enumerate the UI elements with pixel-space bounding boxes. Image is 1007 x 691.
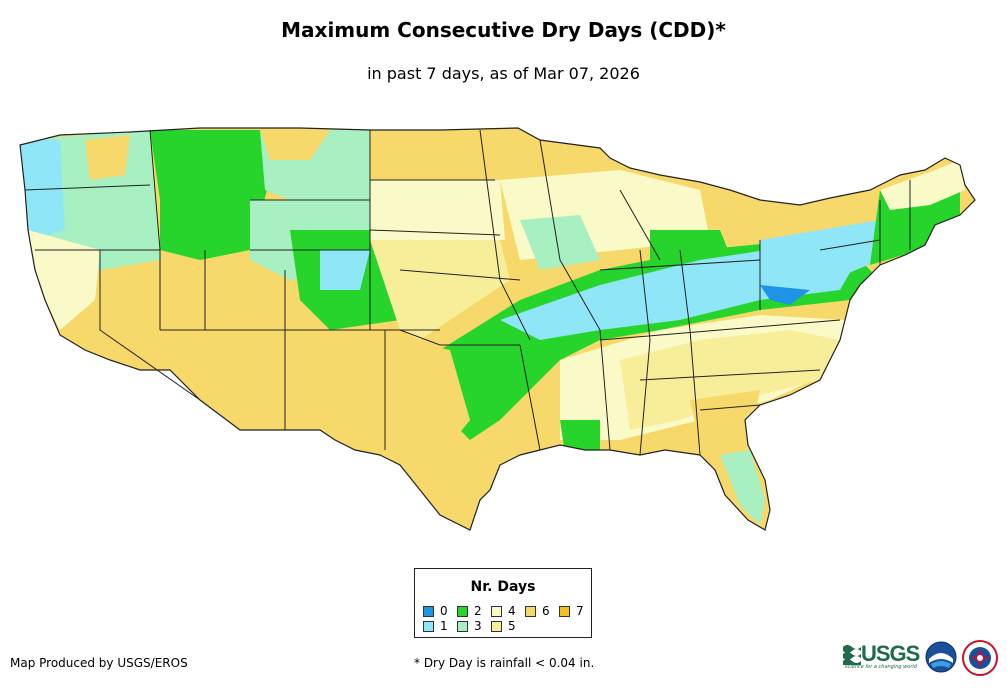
- region-6-days-montana: [260, 130, 330, 160]
- legend-item-5: 5: [491, 620, 516, 632]
- region-6-days-georgia: [690, 390, 760, 445]
- usgs-tagline: science for a changing world: [845, 664, 917, 670]
- region-5-days-plains: [370, 240, 510, 340]
- legend-swatch-5: [491, 620, 502, 632]
- usgs-wordmark: USGS: [861, 641, 920, 666]
- legend-swatch-2: [457, 605, 468, 617]
- region-4-days-dakotas: [370, 180, 505, 240]
- legend-swatch-0: [423, 605, 434, 617]
- state-borders: [19, 127, 976, 531]
- legend-item-0: 0: [423, 605, 448, 617]
- legend-label-7: 7: [576, 604, 584, 618]
- legend: Nr. Days 0 1 2 3 4 5 6 7: [414, 568, 592, 638]
- legend-swatch-7: [559, 605, 570, 617]
- producer-credit: Map Produced by USGS/EROS: [10, 656, 188, 670]
- legend-item-3: 3: [457, 620, 482, 632]
- region-2-days-louisiana: [560, 420, 600, 460]
- cdd-regions: [20, 128, 975, 530]
- region-6-days-texas: [400, 340, 470, 445]
- legend-label-1: 1: [440, 619, 448, 633]
- map-subtitle: in past 7 days, as of Mar 07, 2026: [367, 64, 640, 83]
- noaa-logo-icon: [925, 641, 957, 673]
- region-2-days-michigan: [650, 230, 730, 260]
- region-4-days-california: [28, 230, 100, 330]
- dry-day-note: * Dry Day is rainfall < 0.04 in.: [414, 656, 595, 670]
- legend-item-6: 6: [525, 605, 550, 617]
- region-1-day-colorado: [320, 250, 370, 290]
- legend-label-3: 3: [474, 619, 482, 633]
- legend-label-5: 5: [508, 619, 516, 633]
- legend-item-2: 2: [457, 605, 482, 617]
- region-3-days-florida: [720, 450, 765, 525]
- region-0-days-wv: [760, 285, 810, 305]
- legend-swatch-1: [423, 620, 434, 632]
- legend-label-0: 0: [440, 604, 448, 618]
- region-4-days-maine: [880, 160, 965, 210]
- region-1-day-coast: [20, 140, 65, 240]
- legend-title: Nr. Days: [470, 579, 536, 595]
- legend-item-4: 4: [491, 605, 516, 617]
- region-2-days-rockies: [150, 130, 270, 260]
- region-6-days-northdakota: [370, 130, 490, 180]
- region-3-days-iowa: [520, 215, 600, 270]
- region-1-day-pennsylvania: [760, 220, 880, 285]
- map-title: Maximum Consecutive Dry Days (CDD)*: [281, 18, 726, 42]
- usgs-wave-icon: [843, 645, 861, 665]
- legend-item-7: 7: [559, 605, 584, 617]
- legend-label-6: 6: [542, 604, 550, 618]
- usgs-logo: USGS science for a changing world: [843, 640, 920, 674]
- legend-swatch-4: [491, 605, 502, 617]
- legend-swatch-6: [525, 605, 536, 617]
- region-5-days-carolinas: [620, 330, 840, 430]
- legend-label-4: 4: [508, 604, 516, 618]
- legend-item-1: 1: [423, 620, 448, 632]
- region-6-days-wa: [85, 135, 130, 180]
- legend-label-2: 2: [474, 604, 482, 618]
- nws-logo-icon: [962, 640, 998, 676]
- legend-swatch-3: [457, 620, 468, 632]
